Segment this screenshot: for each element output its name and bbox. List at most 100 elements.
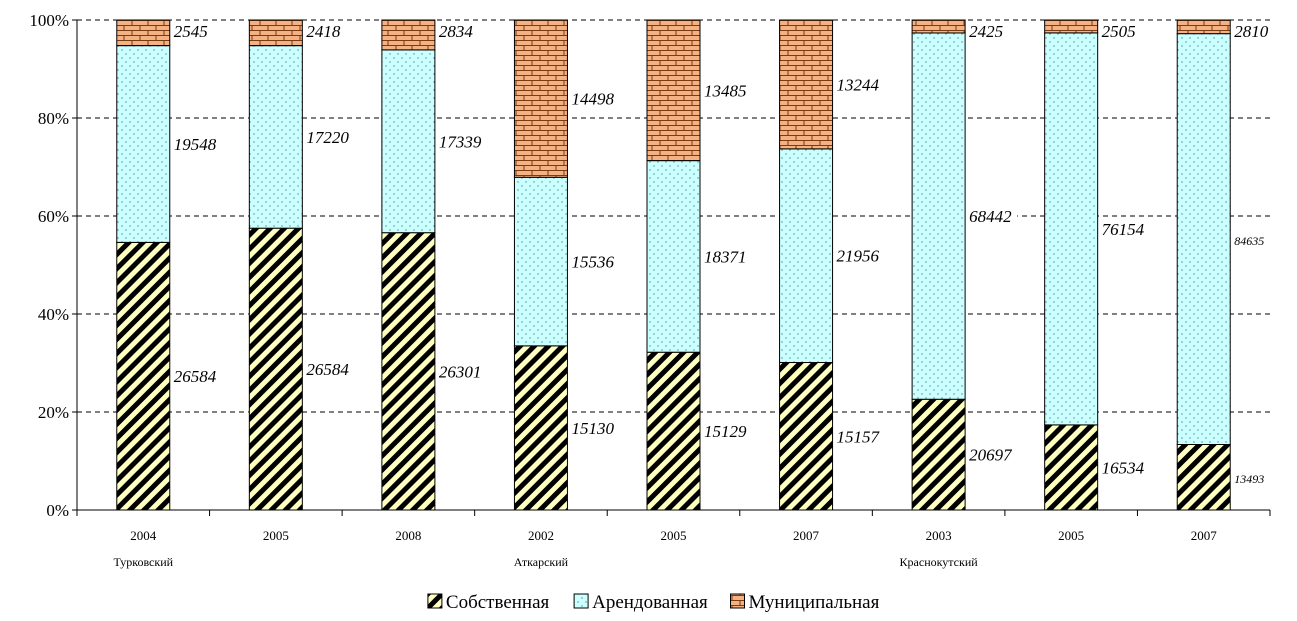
data-label-arendovannaya: 18371: [704, 247, 747, 266]
data-label-background: [1232, 233, 1272, 250]
bars: [116, 19, 1231, 511]
data-label-background: [171, 22, 213, 42]
data-label-background: [834, 246, 885, 267]
data-label-sobstvennaya: 15129: [704, 422, 747, 441]
data-label-sobstvennaya: 26584: [174, 367, 217, 386]
x-category-group: Турковский: [113, 555, 173, 569]
data-label-municipalnaya: 2545: [174, 22, 208, 41]
data-label-background: [304, 22, 346, 42]
data-label-background: [1099, 219, 1150, 240]
x-category-year: 2005: [661, 528, 687, 543]
axes: [76, 20, 1270, 511]
x-category-year: 2005: [263, 528, 289, 543]
bar-segment-sobstvennaya: [779, 362, 834, 511]
bar-segment-sobstvennaya: [116, 241, 171, 511]
bar-segment-sobstvennaya: [1044, 424, 1099, 511]
data-label-background: [436, 22, 478, 42]
data-label-sobstvennaya: 26301: [439, 362, 482, 381]
bar-segment-sobstvennaya: [381, 232, 436, 511]
data-label-background: [569, 252, 620, 273]
y-axis-ticks: 0% 20% 40% 60% 80% 100%: [29, 11, 77, 520]
bar-segment-arendovannaya: [1044, 32, 1099, 426]
data-label-background: [171, 135, 222, 156]
data-labels: 26584 19548 2545 26584 17220 2418 26301 17339 28…: [171, 22, 1274, 488]
y-tick-label: 80%: [38, 109, 69, 128]
bar-segment-municipalnaya: [1176, 19, 1231, 35]
bar-segment-municipalnaya: [116, 19, 171, 47]
bar-segment-arendovannaya: [381, 49, 436, 234]
data-label-sobstvennaya: 26584: [306, 360, 349, 379]
bar-segment-sobstvennaya: [248, 227, 303, 511]
data-label-arendovannaya: 17339: [439, 132, 482, 151]
data-label-sobstvennaya: 15157: [837, 427, 881, 446]
bar-segment-arendovannaya: [248, 45, 303, 229]
bar-segment-arendovannaya: [513, 176, 568, 347]
bar-segment-arendovannaya: [116, 45, 171, 243]
data-label-background: [702, 247, 752, 268]
data-label-municipalnaya: 13485: [704, 81, 747, 100]
data-label-background: [569, 418, 620, 439]
y-tick-label: 0%: [46, 501, 69, 520]
bar-segment-municipalnaya: [513, 19, 568, 178]
data-label-arendovannaya: 21956: [837, 247, 880, 266]
bar-segment-municipalnaya: [646, 19, 701, 162]
legend-label-municipalnaya: Муниципальная: [749, 592, 880, 613]
y-tick-label: 40%: [38, 305, 69, 324]
data-label-background: [304, 127, 355, 148]
data-label-arendovannaya: 68442: [969, 207, 1012, 226]
data-label-arendovannaya: 17220: [306, 128, 349, 147]
y-tick-label: 60%: [38, 207, 69, 226]
x-category-year: 2005: [1058, 528, 1084, 543]
data-label-municipalnaya: 2834: [439, 22, 474, 41]
bar-segment-sobstvennaya: [911, 398, 966, 511]
data-label-municipalnaya: 13244: [837, 75, 880, 94]
legend: Собственная Арендованная Муниципальная: [427, 592, 880, 613]
data-label-background: [1232, 22, 1274, 42]
data-label-background: [967, 445, 1018, 466]
data-label-background: [967, 22, 1008, 42]
bar-segment-arendovannaya: [911, 32, 966, 400]
data-label-arendovannaya: 19548: [174, 135, 217, 154]
data-label-sobstvennaya: 13493: [1234, 472, 1264, 486]
x-category-year: 2008: [395, 528, 421, 543]
x-axis-labels: 2004 Турковский 2005 2008 2002 Аткарский 2005 2…: [76, 510, 1271, 569]
bar-segment-municipalnaya: [381, 19, 436, 51]
bar-segment-arendovannaya: [646, 160, 701, 353]
data-label-background: [171, 367, 222, 388]
data-label-arendovannaya: 76154: [1102, 220, 1145, 239]
bar-segment-municipalnaya: [1044, 19, 1099, 34]
data-label-background: [834, 75, 885, 96]
x-category-year: 2007: [1191, 528, 1218, 543]
data-label-background: [702, 422, 752, 443]
bar-segment-sobstvennaya: [513, 345, 568, 511]
data-label-background: [436, 132, 487, 153]
data-label-background: [436, 362, 487, 383]
data-label-background: [304, 360, 355, 381]
bar-segment-sobstvennaya: [1176, 443, 1231, 511]
data-label-municipalnaya: 2425: [969, 22, 1003, 41]
data-label-background: [1099, 22, 1141, 42]
data-label-background: [834, 427, 885, 448]
y-tick-label: 20%: [38, 403, 69, 422]
x-category-year: 2004: [130, 528, 157, 543]
x-category-year: 2007: [793, 528, 820, 543]
data-label-municipalnaya: 2418: [306, 22, 341, 41]
x-category-group: Краснокутский: [900, 555, 979, 569]
x-category-year: 2002: [528, 528, 554, 543]
legend-swatch-arendovannaya: [573, 593, 589, 609]
data-label-background: [569, 89, 620, 110]
bar-segment-municipalnaya: [779, 19, 834, 150]
data-label-arendovannaya: 84635: [1234, 234, 1264, 248]
legend-swatch-sobstvennaya: [427, 593, 443, 609]
data-label-sobstvennaya: 16534: [1102, 458, 1145, 477]
data-label-sobstvennaya: 15130: [571, 419, 614, 438]
bar-segment-arendovannaya: [1176, 33, 1231, 445]
data-label-background: [1099, 458, 1150, 479]
x-category-year: 2003: [926, 528, 952, 543]
bar-segment-sobstvennaya: [646, 351, 701, 511]
x-category-group: Аткарский: [514, 555, 569, 569]
data-label-arendovannaya: 15536: [571, 253, 614, 272]
data-label-sobstvennaya: 20697: [969, 446, 1013, 465]
bar-segment-arendovannaya: [779, 148, 834, 364]
